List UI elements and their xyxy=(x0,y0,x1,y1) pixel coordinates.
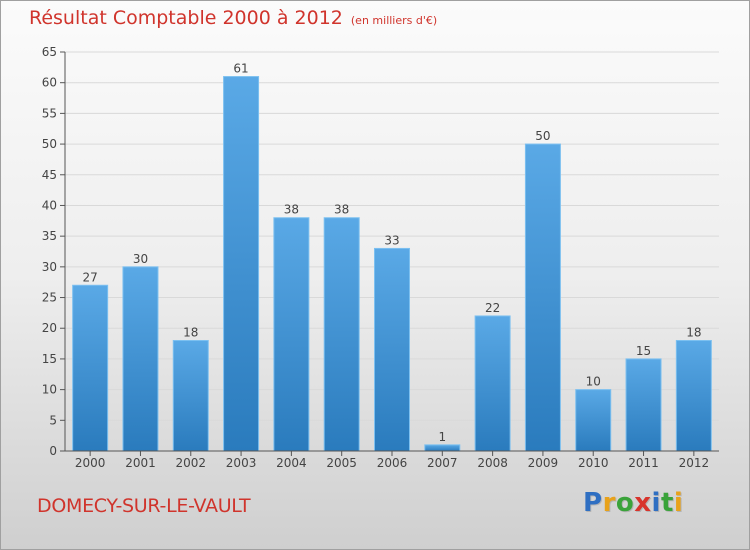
value-label: 15 xyxy=(636,344,651,358)
y-tick-label: 15 xyxy=(42,352,57,366)
bars: 27 30 18 61 38 38 33 1 22 50 10 15 18 xyxy=(72,62,712,452)
logo-letter: i xyxy=(673,488,684,518)
title-text: Résultat Comptable 2000 à 2012 xyxy=(29,7,343,29)
x-tick-label: 2004 xyxy=(276,456,307,470)
x-tick-label: 2010 xyxy=(578,456,609,470)
x-tick-label: 2007 xyxy=(427,456,458,470)
logo-letter: t xyxy=(660,488,674,518)
x-axis: 2000 2001 2002 2003 2004 2005 2006 2007 2008 2009… xyxy=(65,450,719,470)
y-tick-label: 60 xyxy=(42,76,57,90)
value-label: 10 xyxy=(586,375,601,389)
value-label: 61 xyxy=(233,62,248,76)
value-label: 33 xyxy=(384,233,399,247)
y-tick-label: 30 xyxy=(42,260,57,274)
logo-letter: P xyxy=(583,488,603,518)
bar-2011 xyxy=(625,358,662,452)
value-label: 27 xyxy=(83,270,98,284)
y-axis: 0 5 10 15 20 25 30 35 40 45 50 55 60 65 xyxy=(42,45,66,458)
chart-title: Résultat Comptable 2000 à 2012 (en millie… xyxy=(29,7,437,29)
logo-letter: o xyxy=(615,488,635,518)
x-tick-label: 2000 xyxy=(75,456,106,470)
value-label: 38 xyxy=(334,203,349,217)
unit-label: (en milliers d'€) xyxy=(350,14,438,27)
bar-2012 xyxy=(675,340,712,452)
y-tick-label: 55 xyxy=(42,106,57,120)
bar-2003 xyxy=(223,76,260,452)
x-tick-label: 2001 xyxy=(125,456,156,470)
x-tick-label: 2006 xyxy=(377,456,408,470)
x-tick-label: 2008 xyxy=(477,456,508,470)
logo-letter: r xyxy=(602,488,616,518)
bar-2001 xyxy=(122,266,159,452)
city-name: DOMECY-SUR-LE-VAULT xyxy=(37,495,251,517)
x-tick-label: 2012 xyxy=(679,456,710,470)
y-tick-label: 5 xyxy=(49,413,57,427)
x-tick-label: 2009 xyxy=(528,456,559,470)
proxiti-logo: Proxiti xyxy=(583,488,683,518)
y-tick-label: 45 xyxy=(42,168,57,182)
bar-2005 xyxy=(323,217,360,452)
y-tick-label: 35 xyxy=(42,229,57,243)
bar-chart: 0 5 10 15 20 25 30 35 40 45 50 55 60 65 27 30 18 61 38 38 3… xyxy=(42,45,719,470)
y-tick-label: 10 xyxy=(42,383,57,397)
value-label: 18 xyxy=(686,326,701,340)
value-label: 50 xyxy=(535,129,550,143)
y-tick-label: 0 xyxy=(49,444,57,458)
value-label: 38 xyxy=(284,203,299,217)
y-tick-label: 25 xyxy=(42,291,57,305)
bar-2000 xyxy=(72,284,109,452)
logo-letter: i xyxy=(651,488,661,518)
bar-2002 xyxy=(172,340,209,452)
value-label: 30 xyxy=(133,252,148,266)
logo-letter: x xyxy=(634,488,652,518)
y-tick-label: 50 xyxy=(42,137,57,151)
x-tick-label: 2005 xyxy=(326,456,357,470)
y-tick-label: 20 xyxy=(42,321,57,335)
bar-2006 xyxy=(374,247,410,452)
value-label: 1 xyxy=(438,430,446,444)
y-tick-label: 65 xyxy=(42,45,57,59)
x-tick-label: 2011 xyxy=(628,456,659,470)
x-tick-label: 2002 xyxy=(175,456,206,470)
bar-2010 xyxy=(575,389,612,452)
bar-2009 xyxy=(524,143,561,452)
bar-2008 xyxy=(474,315,511,452)
bar-2007 xyxy=(424,444,461,452)
y-tick-label: 40 xyxy=(42,198,57,212)
x-tick-label: 2003 xyxy=(226,456,257,470)
value-label: 18 xyxy=(183,326,198,340)
bar-2004 xyxy=(273,217,310,452)
value-label: 22 xyxy=(485,301,500,315)
